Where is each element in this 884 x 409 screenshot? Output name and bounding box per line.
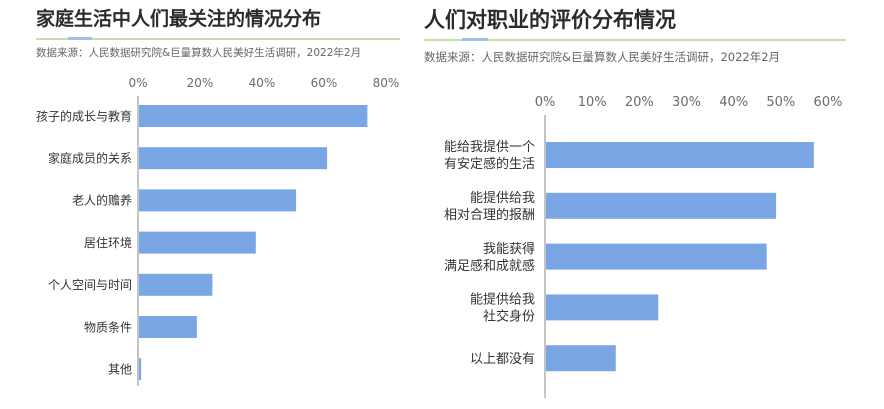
chart-panel-family-concerns: 家庭生活中人们最关注的情况分布 数据来源：人民数据研究院&巨量算数人民美好生活调… bbox=[0, 0, 410, 409]
title-underline bbox=[36, 38, 400, 40]
category-label: 相对合理的报酬 bbox=[444, 207, 535, 223]
bar bbox=[139, 231, 256, 254]
category-label: 以上都没有 bbox=[470, 352, 535, 367]
chart-source: 数据来源：人民数据研究院&巨量算数人民美好生活调研，2022年2月 bbox=[36, 47, 362, 59]
category-label: 家庭成员的关系 bbox=[48, 151, 132, 166]
bar bbox=[546, 192, 777, 219]
bar bbox=[546, 142, 814, 168]
chart-source: 数据来源：人民数据研究院&巨量算数人民美好生活调研，2022年2月 bbox=[424, 50, 781, 64]
category-label: 个人空间与时间 bbox=[48, 278, 132, 292]
bar-chart-family-concerns: 0% 20% 40% 60% 80% 孩子的成长与教育家庭成员的关系老人的赡养居住环境个人… bbox=[36, 76, 400, 386]
category-label: 老人的赡养 bbox=[72, 193, 132, 208]
bar-chart-career-evaluation: 0% 10% 20% 30% 40% 50% 60%能给我提供一个有安定感的生活能提供给我相… bbox=[444, 95, 843, 398]
category-label: 社交身份 bbox=[483, 309, 535, 325]
bar bbox=[139, 147, 328, 170]
chart-title: 家庭生活中人们最关注的情况分布 bbox=[36, 8, 322, 30]
bar bbox=[546, 243, 767, 270]
category-label: 能提供给我 bbox=[470, 190, 535, 206]
x-tick-label: 50% bbox=[766, 95, 795, 110]
bar bbox=[139, 316, 197, 338]
x-tick-label: 60% bbox=[311, 76, 338, 90]
x-tick-label: 0% bbox=[535, 95, 556, 110]
bar bbox=[546, 345, 616, 372]
category-label: 居住环境 bbox=[84, 235, 132, 250]
category-label: 孩子的成长与教育 bbox=[36, 108, 132, 123]
title-underline bbox=[424, 39, 846, 41]
x-tick-label: 40% bbox=[249, 76, 276, 90]
x-tick-label: 10% bbox=[578, 95, 607, 110]
category-label: 能提供给我 bbox=[470, 292, 535, 308]
x-tick-label: 20% bbox=[625, 95, 654, 110]
bar bbox=[139, 273, 213, 296]
x-tick-label: 0% bbox=[128, 76, 147, 90]
bar bbox=[139, 105, 368, 127]
category-label: 我能获得 bbox=[483, 241, 535, 257]
x-tick-label: 60% bbox=[814, 95, 843, 110]
chart-title: 人们对职业的评价分布情况 bbox=[424, 8, 676, 32]
category-label: 其他 bbox=[108, 363, 132, 377]
category-label: 满足感和成就感 bbox=[444, 258, 535, 274]
x-tick-label: 20% bbox=[187, 76, 214, 90]
category-label: 有安定感的生活 bbox=[444, 156, 535, 172]
title-underline-accent bbox=[462, 38, 488, 41]
x-tick-label: 30% bbox=[672, 95, 701, 110]
bar bbox=[546, 294, 659, 321]
category-label: 物质条件 bbox=[84, 320, 132, 334]
chart-panel-career-evaluation: 人们对职业的评价分布情况 数据来源：人民数据研究院&巨量算数人民美好生活调研，2… bbox=[418, 0, 884, 409]
title-underline-accent bbox=[68, 37, 92, 40]
bar bbox=[139, 358, 142, 381]
x-tick-label: 80% bbox=[373, 76, 400, 90]
category-label: 能给我提供一个 bbox=[444, 139, 535, 155]
x-tick-label: 40% bbox=[719, 95, 748, 110]
bar bbox=[139, 189, 297, 212]
